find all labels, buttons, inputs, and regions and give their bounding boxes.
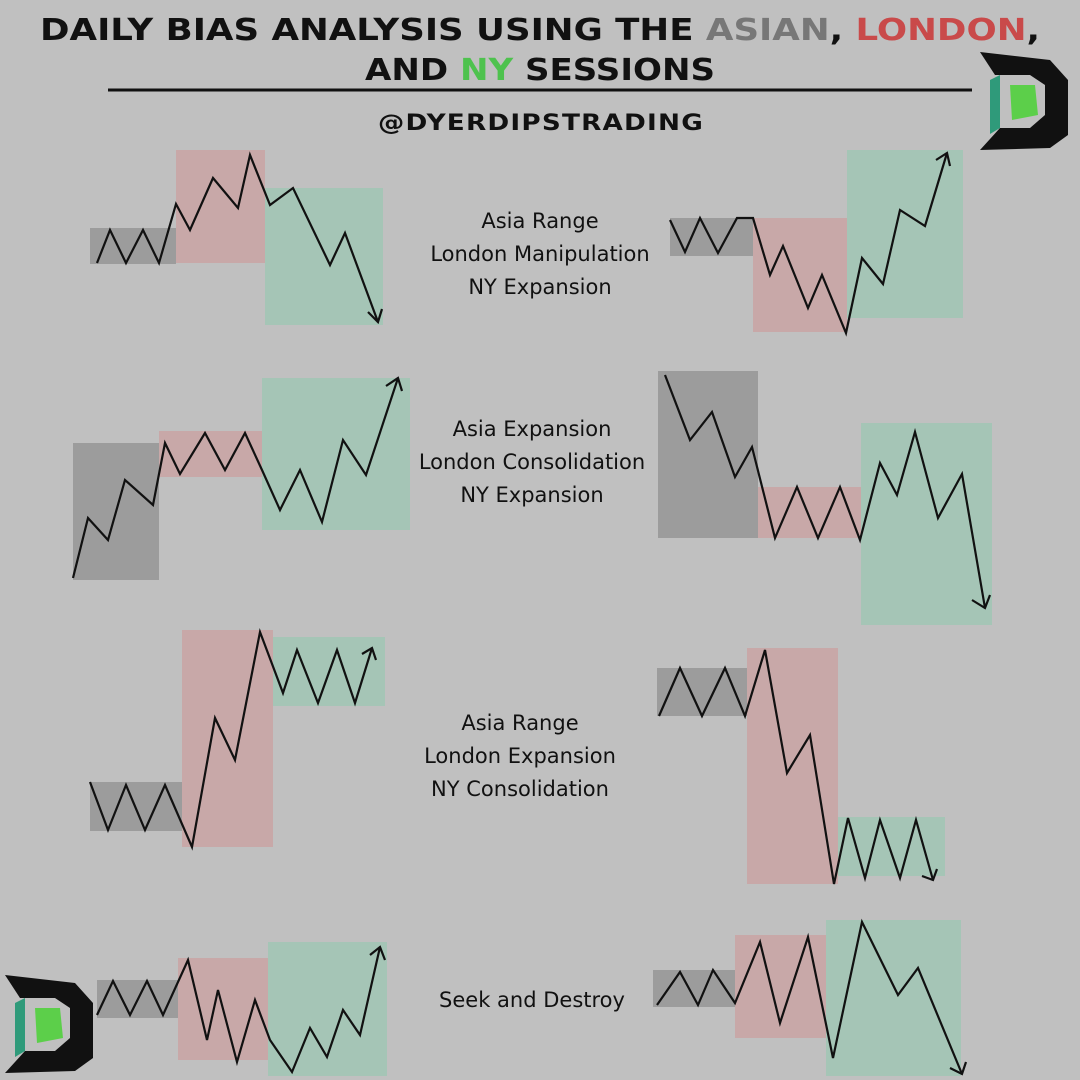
title-text: DAILY BIAS ANALYSIS USING THE [40,13,706,48]
label-line: Asia Range [481,209,598,233]
diagram [96,942,387,1076]
panel-label: Asia Range London Expansion NY Consolida… [424,711,616,801]
diagram [71,376,410,580]
diagram [88,627,385,851]
label-line: NY Expansion [460,483,603,507]
logo [5,975,93,1073]
diagram [657,648,945,885]
label-line: NY Consolidation [431,777,609,801]
diagram [653,918,968,1076]
panel-label: Asia Expansion London Consolidation NY E… [419,417,645,507]
title-text: SESSIONS [513,53,715,88]
title-asian: ASIAN [706,13,830,48]
label-line: NY Expansion [468,275,611,299]
title: AND NY SESSIONS [365,53,715,88]
label-line: London Consolidation [419,450,645,474]
title-text: AND [365,53,460,88]
diagram [669,150,963,337]
label-line: Asia Range [461,711,578,735]
panel-label: Asia Range London Manipulation NY Expans… [430,209,649,299]
title-london: LONDON [856,13,1027,48]
title-ny: NY [460,53,515,88]
logo [980,52,1068,150]
diagram [90,150,384,325]
label-line: London Manipulation [430,242,649,266]
diagram [658,371,992,625]
label-line: Seek and Destroy [439,988,625,1012]
title-text: , [830,13,856,48]
label-line: London Expansion [424,744,616,768]
panel-label: Seek and Destroy [439,988,625,1012]
title: DAILY BIAS ANALYSIS USING THE ASIAN, LON… [40,13,1040,48]
label-line: Asia Expansion [453,417,612,441]
handle: @DYERDIPSTRADING [378,111,704,136]
title-text: , [1026,13,1040,48]
